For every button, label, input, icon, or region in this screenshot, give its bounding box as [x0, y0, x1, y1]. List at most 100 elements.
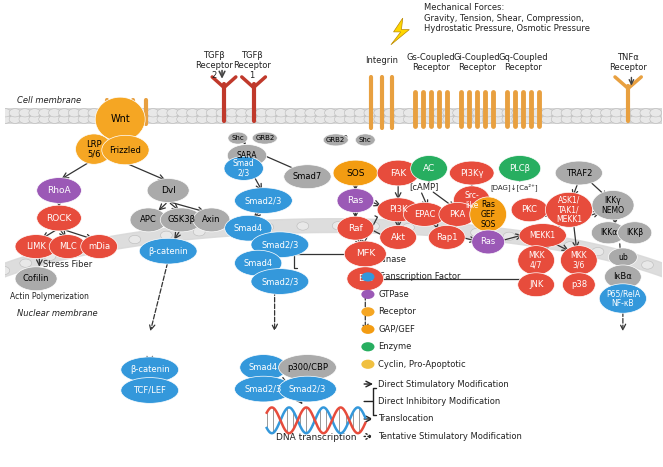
Circle shape [413, 109, 425, 117]
Circle shape [315, 109, 326, 117]
Ellipse shape [618, 222, 652, 244]
Text: JNK: JNK [529, 280, 543, 289]
Circle shape [394, 109, 405, 117]
Text: Nuclear membrane: Nuclear membrane [17, 309, 97, 318]
Text: MKK
4/7: MKK 4/7 [528, 251, 544, 270]
Circle shape [344, 115, 356, 123]
Text: Smad2/3: Smad2/3 [261, 240, 298, 249]
Circle shape [98, 109, 109, 117]
Text: Smad4: Smad4 [249, 363, 278, 372]
Text: Shc: Shc [231, 135, 244, 141]
Circle shape [160, 231, 172, 240]
Text: RhoA: RhoA [47, 186, 71, 195]
Circle shape [402, 223, 414, 232]
Ellipse shape [224, 156, 263, 180]
Text: Smad4: Smad4 [243, 259, 272, 268]
Circle shape [305, 109, 317, 117]
Text: Gs-Coupled
Receptor: Gs-Coupled Receptor [406, 53, 455, 72]
Circle shape [246, 109, 257, 117]
Text: LIMK: LIMK [26, 242, 46, 251]
Circle shape [334, 115, 346, 123]
Text: Translocation: Translocation [379, 414, 434, 424]
Circle shape [297, 222, 309, 230]
Text: PI3Kγ: PI3Kγ [460, 169, 483, 177]
Text: P65/RelA
NF-κB: P65/RelA NF-κB [606, 289, 640, 308]
Circle shape [255, 109, 267, 117]
Ellipse shape [519, 224, 566, 248]
Circle shape [9, 115, 21, 123]
Text: ub: ub [618, 253, 628, 262]
Circle shape [275, 115, 287, 123]
Circle shape [433, 109, 445, 117]
Circle shape [295, 109, 307, 117]
Ellipse shape [605, 265, 641, 289]
Ellipse shape [235, 376, 292, 402]
Text: ROCK: ROCK [46, 213, 72, 223]
Text: TGFβ
Receptor
1: TGFβ Receptor 1 [233, 50, 271, 80]
Circle shape [591, 109, 603, 117]
Circle shape [186, 115, 198, 123]
Ellipse shape [251, 232, 309, 258]
Circle shape [20, 259, 32, 267]
Circle shape [542, 109, 553, 117]
Circle shape [542, 115, 553, 123]
Circle shape [236, 115, 248, 123]
Text: Smad2/3: Smad2/3 [245, 385, 282, 394]
Circle shape [325, 109, 336, 117]
Text: Cofilin: Cofilin [23, 274, 49, 283]
Text: Shc: Shc [359, 137, 372, 143]
Circle shape [227, 225, 239, 233]
Circle shape [117, 115, 129, 123]
Text: TNFα
Receptor: TNFα Receptor [609, 53, 647, 72]
Ellipse shape [139, 238, 197, 264]
Ellipse shape [472, 230, 505, 254]
Circle shape [361, 255, 375, 264]
Circle shape [611, 109, 622, 117]
Circle shape [502, 115, 514, 123]
Ellipse shape [121, 378, 178, 403]
Circle shape [443, 109, 455, 117]
Text: p38: p38 [571, 280, 587, 289]
Text: Direct Inhibitory Modification: Direct Inhibitory Modification [379, 397, 501, 406]
Text: GRB2: GRB2 [254, 134, 275, 142]
Ellipse shape [324, 134, 348, 146]
Text: Receptor: Receptor [379, 307, 416, 316]
Circle shape [216, 109, 228, 117]
Circle shape [0, 115, 11, 123]
Circle shape [334, 109, 346, 117]
Circle shape [206, 109, 218, 117]
Ellipse shape [121, 357, 178, 382]
Circle shape [522, 115, 534, 123]
Circle shape [236, 109, 248, 117]
Circle shape [48, 115, 60, 123]
Ellipse shape [453, 186, 490, 215]
Ellipse shape [36, 177, 82, 203]
Text: Frizzled: Frizzled [109, 146, 141, 155]
Circle shape [127, 109, 139, 117]
Text: [cAMP]: [cAMP] [410, 182, 439, 191]
Circle shape [384, 109, 396, 117]
Circle shape [38, 109, 50, 117]
Ellipse shape [377, 198, 419, 222]
Text: IKKγ
NEMO: IKKγ NEMO [601, 196, 625, 214]
Text: PI3K: PI3K [389, 205, 407, 214]
Circle shape [512, 109, 524, 117]
Text: Ras: Ras [347, 196, 363, 205]
Ellipse shape [403, 202, 446, 226]
Circle shape [534, 237, 546, 245]
Circle shape [630, 109, 642, 117]
Ellipse shape [225, 215, 272, 241]
Circle shape [265, 109, 277, 117]
Circle shape [642, 261, 654, 269]
Text: Tentative Stimulatory Modification: Tentative Stimulatory Modification [379, 432, 522, 441]
Circle shape [403, 109, 415, 117]
Circle shape [265, 115, 277, 123]
Text: Gq-Coupled
Receptor: Gq-Coupled Receptor [498, 53, 548, 72]
Circle shape [611, 115, 622, 123]
Circle shape [492, 109, 504, 117]
Circle shape [305, 115, 317, 123]
Ellipse shape [278, 354, 336, 380]
Ellipse shape [377, 160, 419, 186]
Circle shape [551, 109, 563, 117]
Text: Mechanical Forces:
Gravity, Tension, Shear, Compression,
Hydrostatic Pressure, O: Mechanical Forces: Gravity, Tension, She… [424, 3, 590, 33]
